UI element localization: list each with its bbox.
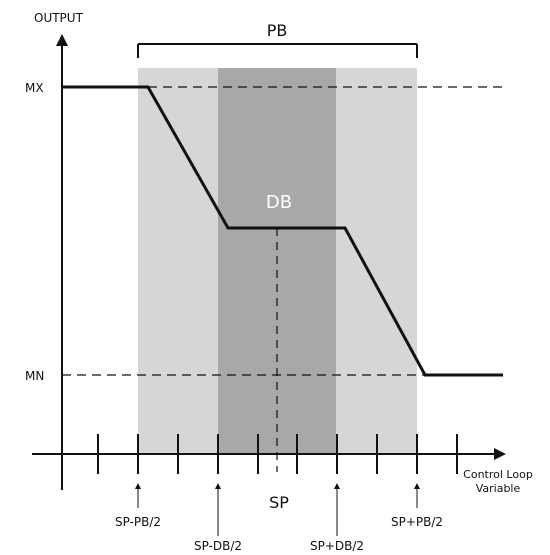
pb-bracket	[137, 43, 418, 58]
x-axis-title-line2: Variable	[476, 482, 521, 495]
y-axis-title: OUTPUT	[34, 11, 84, 25]
db-label: DB	[266, 192, 292, 213]
sp-label: SP	[269, 493, 289, 512]
response-curve	[62, 85, 503, 377]
min-level-label: MN	[25, 369, 44, 383]
sp-plus-db-half-label: SP+DB/2	[310, 539, 364, 553]
x-axis-title-line1: Control Loop	[463, 468, 533, 481]
sp-minus-pb-half-label: SP-PB/2	[115, 515, 161, 529]
max-level-label: MX	[25, 81, 44, 95]
x-axis-ticks	[97, 434, 458, 474]
sp-minus-db-half-label: SP-DB/2	[194, 539, 242, 553]
sp-plus-pb-half-label: SP+PB/2	[391, 515, 443, 529]
pb-label: PB	[267, 21, 288, 40]
